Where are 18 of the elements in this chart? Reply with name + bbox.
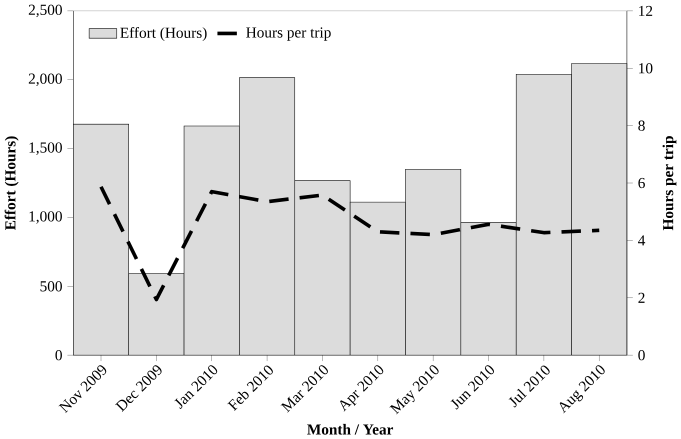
y-tick-label: 0 <box>55 350 62 360</box>
y2-tick-label: 0 <box>638 350 645 360</box>
x-axis-title: Month / Year <box>307 424 394 435</box>
y-tick-label: 500 <box>40 281 62 292</box>
y2-axis-title: Hours per trip <box>662 136 676 230</box>
y2-tick-label: 6 <box>638 178 645 188</box>
y-tick-label: 2,000 <box>28 73 62 86</box>
y-tick-label: 1,000 <box>30 211 62 224</box>
y2-tick-label: 2 <box>638 292 645 303</box>
y-tick-label: 2,500 <box>28 4 62 17</box>
y2-tick-label: 12 <box>639 6 652 16</box>
y-tick-label: 1,500 <box>30 142 62 155</box>
y2-tick-label: 10 <box>639 62 652 74</box>
y2-tick-label: 4 <box>638 235 646 246</box>
y2-tick-label: 8 <box>638 120 645 131</box>
legend-label: Effort (Hours) <box>120 26 207 41</box>
legend-label: Hours per trip <box>246 27 331 41</box>
y-axis-title: Effort (Hours) <box>4 136 19 230</box>
